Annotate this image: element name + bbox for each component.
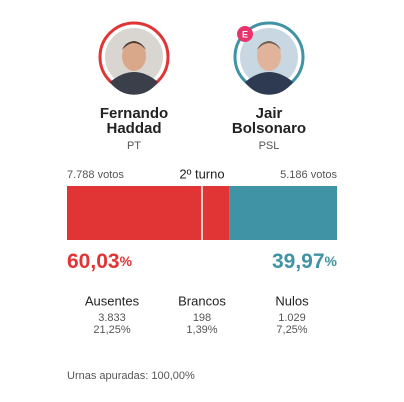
footer: Urnas apuradas: 100,00% <box>67 370 195 382</box>
party: PSL <box>259 140 280 152</box>
candidate-name: Fernando <box>100 105 168 122</box>
votes: 5.186 votos <box>280 169 337 181</box>
vote-share-bar <box>67 186 230 240</box>
stat-count: 3.833 <box>98 312 126 324</box>
badge-label: E <box>242 29 248 39</box>
share-value: 60,03 <box>67 250 120 273</box>
candidate-photo <box>98 21 170 95</box>
party: PT <box>127 140 141 152</box>
candidate-name: Jair <box>256 105 283 122</box>
votes: 7.788 votos <box>67 169 124 181</box>
elected-badge <box>237 26 253 42</box>
stat-label: Brancos <box>178 293 226 308</box>
share: 60,03% <box>67 250 133 273</box>
candidate-name: Bolsonaro <box>232 120 306 137</box>
stat-count: 198 <box>193 312 211 324</box>
candidate-name: Haddad <box>106 120 161 137</box>
round: 2º turno <box>179 166 224 181</box>
stat-label: Nulos <box>275 293 309 308</box>
stat-percent: 21,25% <box>93 324 131 336</box>
candidate-photo <box>233 21 305 95</box>
stat-percent: 7,25% <box>276 324 307 336</box>
stat-count: 1.029 <box>278 312 306 324</box>
share-unit: % <box>325 253 338 269</box>
stat-label: Ausentes <box>85 293 140 308</box>
share-value: 39,97 <box>272 250 325 273</box>
vote-share-bar <box>229 186 337 240</box>
share: 39,97% <box>272 250 338 273</box>
stat-percent: 1,39% <box>186 324 217 336</box>
share-unit: % <box>120 253 133 269</box>
